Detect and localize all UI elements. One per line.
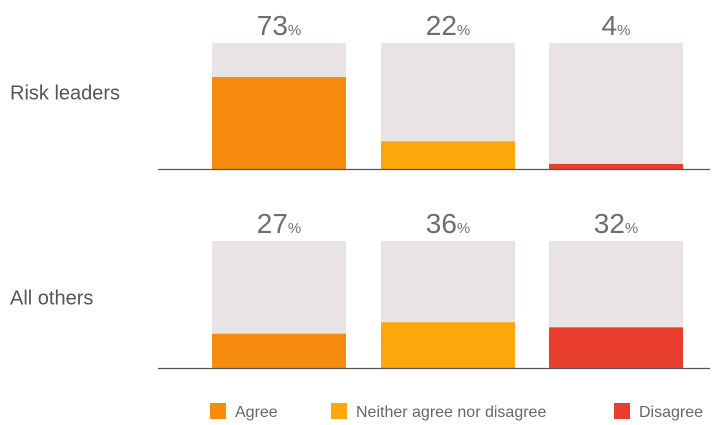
row-label-risk-leaders: Risk leaders	[10, 82, 120, 104]
bar-neither-agree-nor-disagree	[381, 141, 515, 169]
data-label-value: 36	[426, 208, 457, 239]
legend-swatch-disagree	[614, 403, 630, 419]
data-label: 36%	[426, 208, 471, 239]
bar-neither-agree-nor-disagree	[381, 322, 515, 368]
data-label-unit: %	[288, 22, 301, 39]
data-label: 22%	[426, 10, 471, 41]
data-label: 27%	[257, 208, 302, 239]
data-label-unit: %	[457, 220, 470, 237]
data-label-value: 4	[602, 10, 618, 41]
bar-agree	[212, 333, 346, 368]
data-label: 32%	[594, 208, 639, 239]
data-label: 73%	[257, 10, 302, 41]
legend-swatch-agree	[210, 403, 226, 419]
bar-disagree	[549, 163, 683, 169]
data-label-value: 73	[257, 10, 288, 41]
legend-label-agree: Agree	[235, 404, 278, 421]
data-label-value: 32	[594, 208, 625, 239]
legend-label-disagree: Disagree	[639, 404, 703, 421]
legend-label-neither-agree-nor-disagree: Neither agree nor disagree	[356, 404, 546, 421]
data-label-value: 22	[426, 10, 457, 41]
row-label-all-others: All others	[10, 287, 93, 309]
data-label-value: 27	[257, 208, 288, 239]
data-label: 4%	[602, 10, 631, 41]
data-label-unit: %	[457, 22, 470, 39]
data-label-unit: %	[625, 220, 638, 237]
bar-agree	[212, 77, 346, 169]
data-label-unit: %	[288, 220, 301, 237]
bar-background	[549, 43, 683, 169]
data-label-unit: %	[617, 22, 630, 39]
bar-disagree	[549, 327, 683, 368]
legend-swatch-neither-agree-nor-disagree	[331, 403, 347, 419]
